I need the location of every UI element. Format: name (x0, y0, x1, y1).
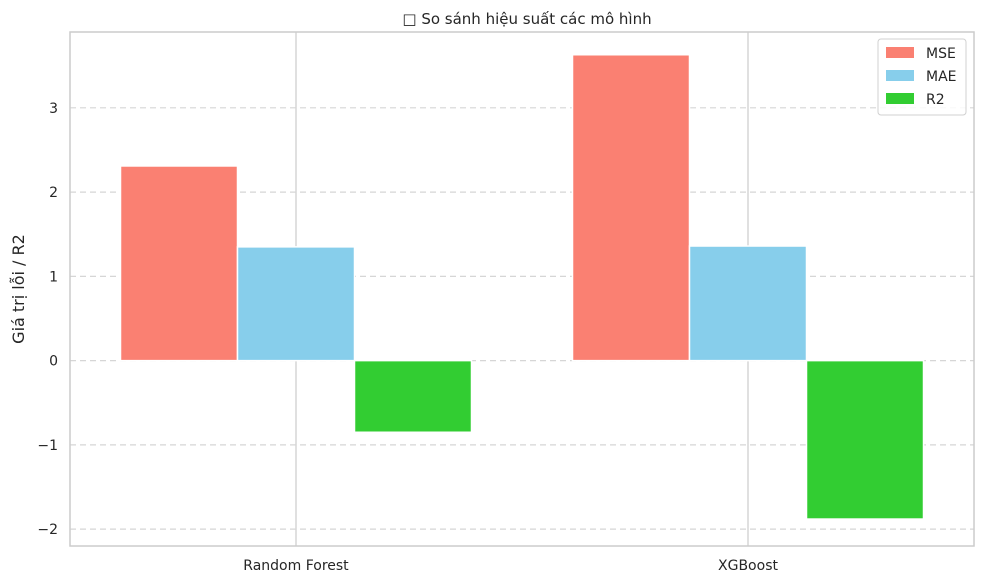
legend-swatch (886, 93, 914, 104)
y-axis-label: Giá trị lỗi / R2 (9, 234, 28, 344)
y-tick-label: 3 (49, 101, 58, 117)
y-tick-label: −2 (37, 522, 58, 538)
bar-mse (571, 54, 691, 362)
bar-r2 (353, 359, 473, 433)
legend: MSE MAE R2 (877, 38, 967, 116)
y-tick-label: 2 (49, 185, 58, 201)
bar-mse (119, 165, 239, 362)
x-tick-labels: Random Forest XGBoost (243, 558, 778, 574)
x-tick-label: Random Forest (243, 558, 349, 574)
bars (119, 54, 925, 520)
y-tick-label: −1 (37, 438, 58, 454)
bar-r2 (805, 359, 925, 520)
bar-mae (236, 246, 356, 362)
chart-title: □ So sánh hiệu suất các mô hình (402, 10, 651, 28)
y-tick-label: 1 (49, 269, 58, 285)
legend-label: MAE (926, 69, 957, 85)
y-tick-label: 0 (49, 354, 58, 370)
y-tick-labels: −2 −1 0 1 2 3 (37, 101, 58, 538)
legend-label: MSE (926, 46, 956, 62)
legend-swatch (886, 47, 914, 58)
legend-swatch (886, 70, 914, 81)
legend-label: R2 (926, 92, 945, 108)
x-tick-label: XGBoost (718, 558, 778, 574)
plot-frame (69, 31, 975, 547)
bar-mae (688, 245, 808, 362)
